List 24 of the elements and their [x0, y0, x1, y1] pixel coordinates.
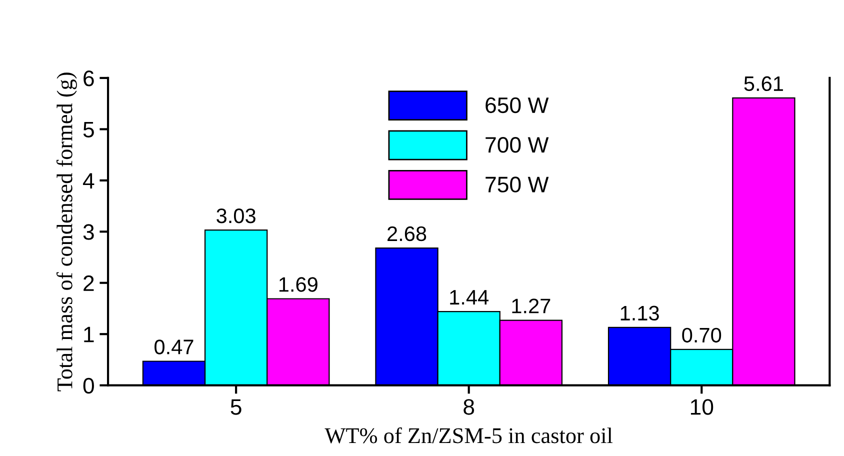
data-label: 0.70 [682, 328, 722, 343]
data-label: 5.61 [744, 76, 783, 92]
y-tick-label: 0 [83, 378, 94, 394]
data-label: 1.27 [512, 298, 550, 314]
data-label: 3.03 [216, 208, 256, 224]
data-label: 2.68 [388, 226, 426, 242]
y-axis-title: Total mass of condensed formed (g) [56, 72, 77, 392]
data-label: 1.13 [620, 306, 659, 321]
x-axis-title: WT% of Zn/ZSM-5 in castor oil [324, 427, 613, 444]
x-tick-label: 10 [690, 399, 714, 415]
y-tick-label: 2 [84, 275, 94, 291]
data-label: 1.44 [450, 290, 489, 304]
y-tick-label: 4 [82, 173, 94, 188]
legend-label: 700 W [486, 137, 549, 153]
x-tick-label: 5 [230, 399, 242, 415]
data-label: 0.47 [154, 340, 194, 354]
y-tick-label: 1 [84, 326, 94, 342]
data-label: 1.69 [279, 277, 318, 292]
x-tick-label: 8 [464, 399, 474, 415]
y-tick-label: 5 [83, 122, 94, 138]
legend-label: 750 W [486, 176, 549, 192]
y-tick-label: 3 [83, 224, 94, 240]
legend-label: 650 W [486, 97, 549, 114]
y-tick-label: 6 [84, 70, 94, 86]
